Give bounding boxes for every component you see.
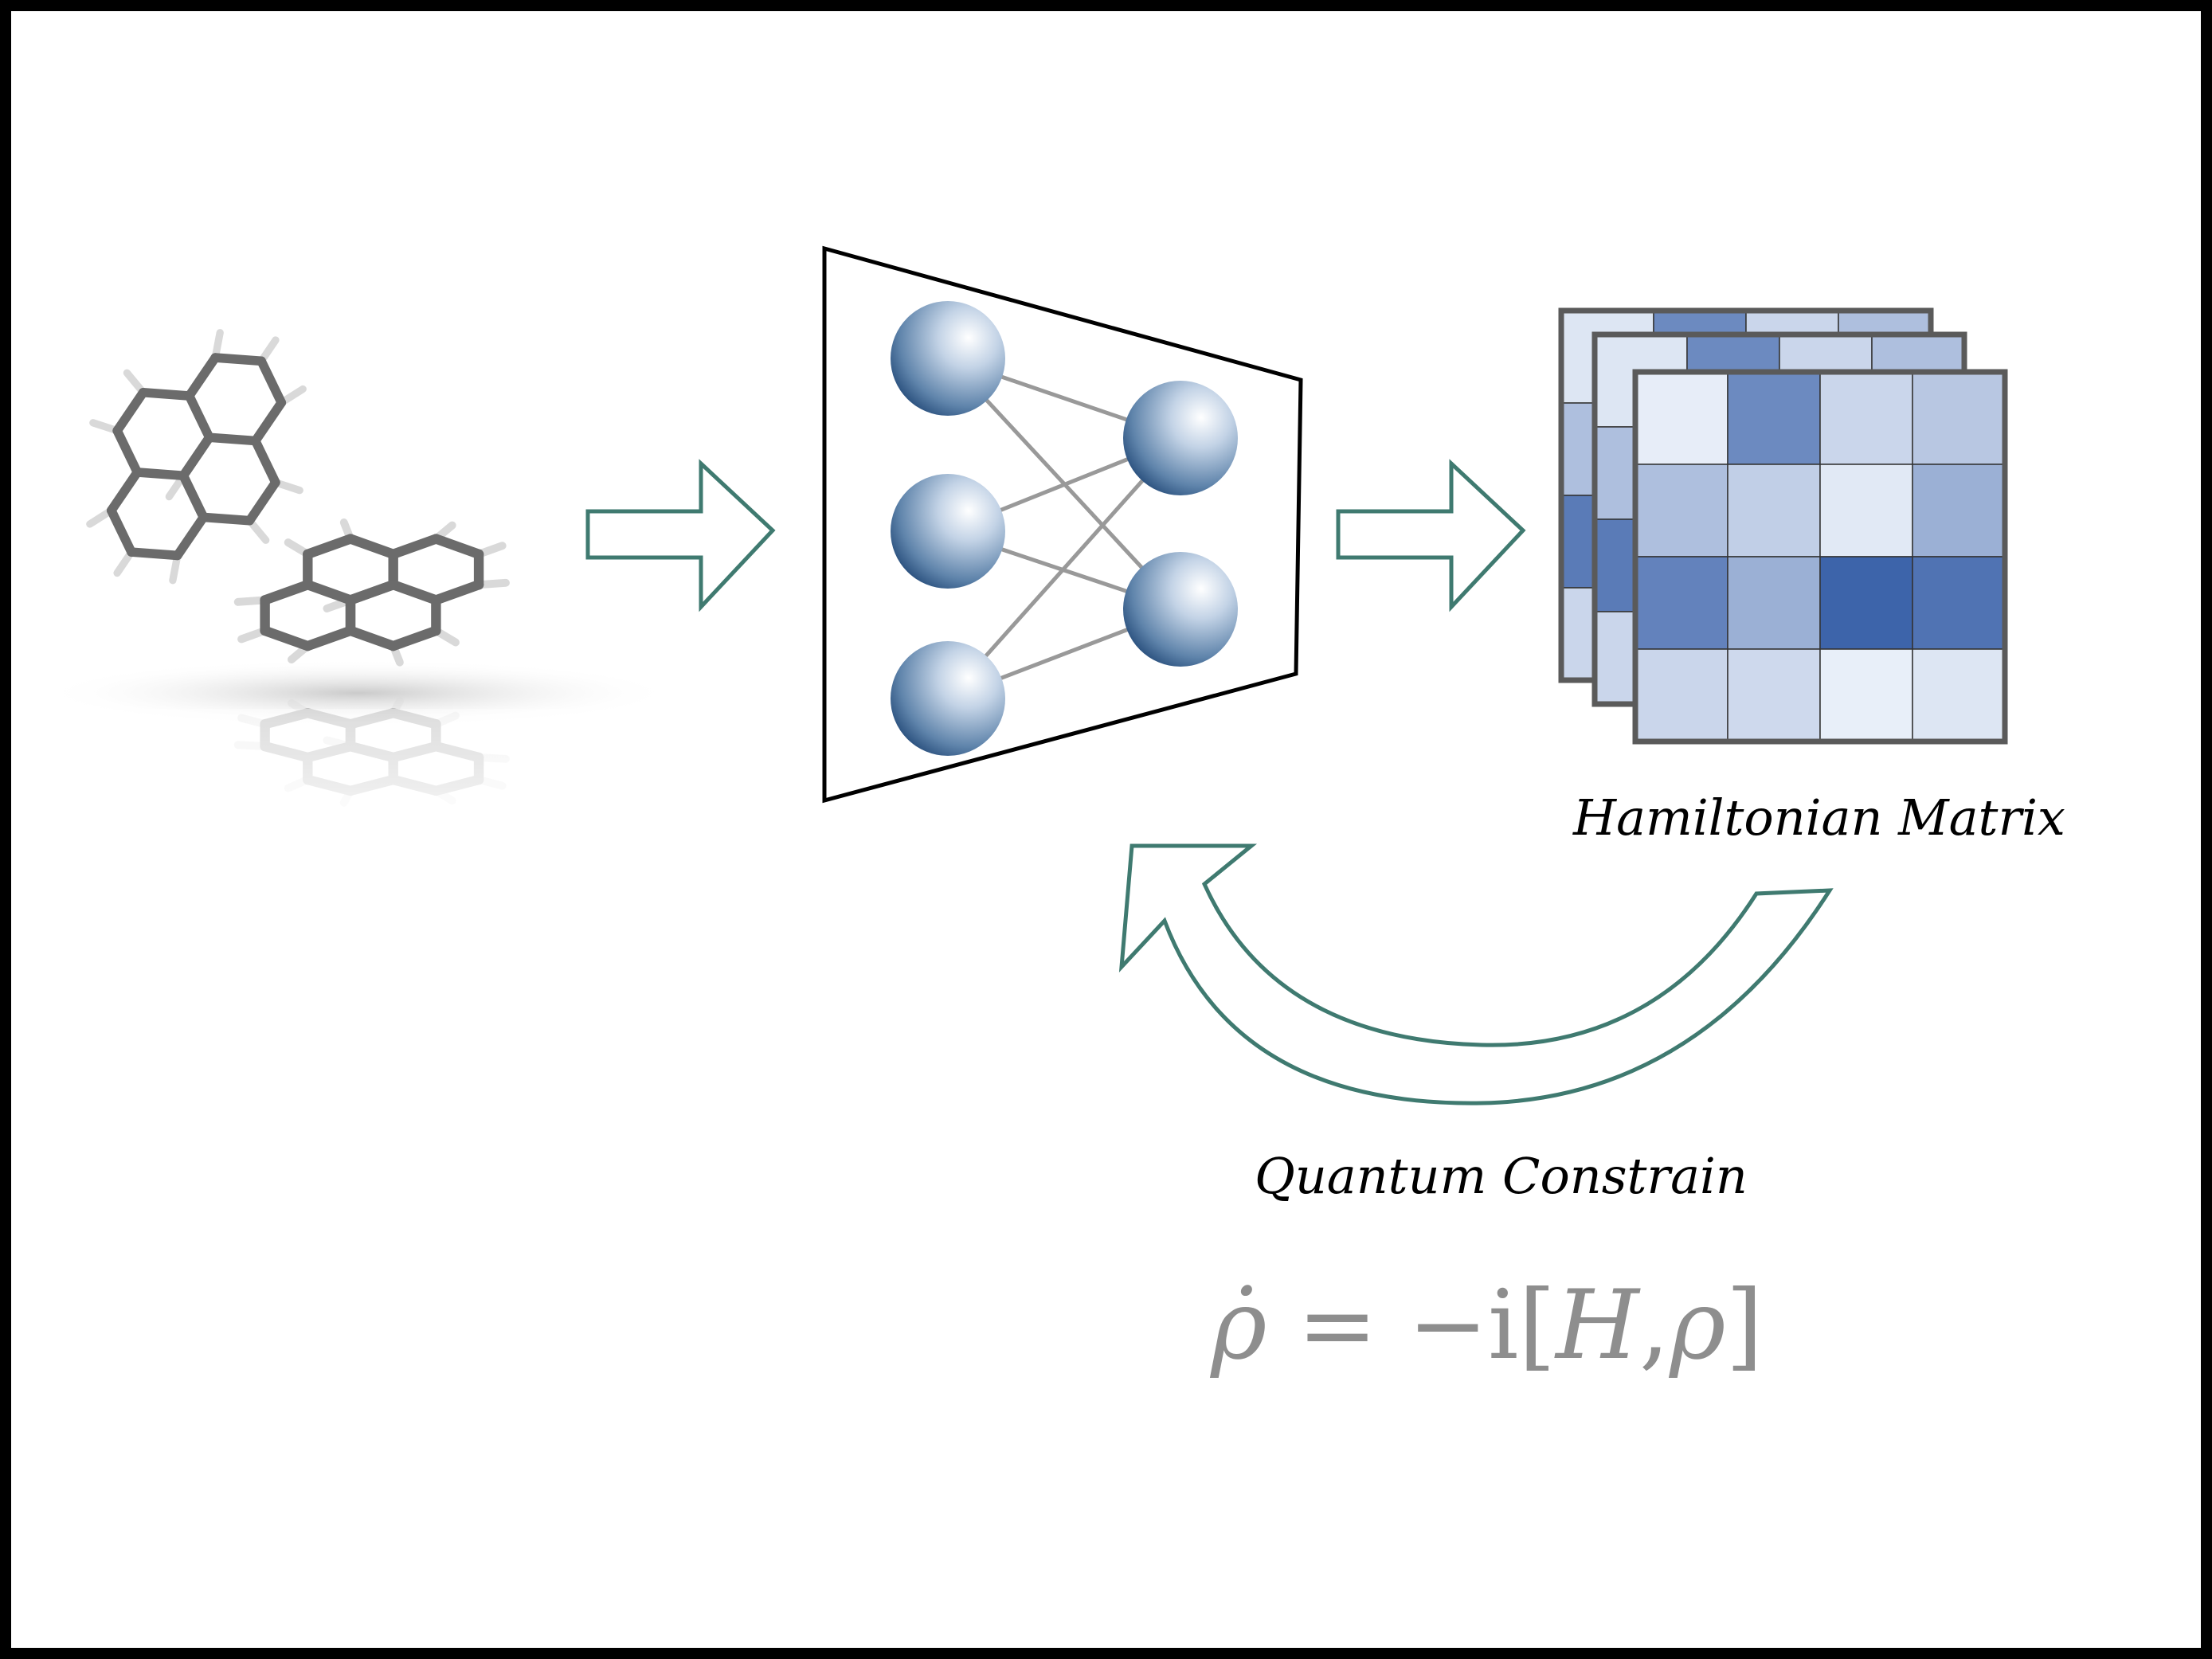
equals-symbol: =: [1297, 1270, 1378, 1381]
carbon-bond: [245, 477, 280, 526]
input-arrow-icon: [585, 459, 776, 612]
carbon-bond: [260, 625, 313, 651]
matrix-layer-front: [1632, 369, 2008, 745]
molecules-group: [40, 329, 677, 868]
output-neuron-icon: [1123, 552, 1238, 667]
imaginary-unit: i: [1487, 1270, 1519, 1381]
matrix-cell: [1635, 556, 1728, 650]
matrix-cell: [1819, 648, 1913, 742]
matrix-cell: [1727, 648, 1821, 742]
matrix-cell: [1727, 371, 1821, 465]
carbon-bond: [106, 506, 136, 557]
carbon-bond: [210, 353, 266, 366]
carbon-bond: [260, 580, 313, 605]
hamiltonian-matrix-stack: [1558, 307, 2008, 745]
input-neuron-icon: [891, 474, 1005, 589]
output-neuron-icon: [1123, 381, 1238, 495]
carbon-bond: [345, 534, 398, 559]
quantum-constraint-label: Quantum Constrain: [1255, 1147, 1748, 1205]
matrix-cell: [1727, 556, 1821, 650]
carbon-bond: [106, 468, 143, 515]
output-arrow-icon: [1336, 459, 1526, 612]
matrix-cell: [1912, 556, 2006, 650]
matrix-cell: [1635, 464, 1728, 558]
carbon-bond: [112, 387, 148, 436]
minus-symbol: −: [1407, 1270, 1488, 1381]
neural-network: [822, 245, 1303, 804]
rho-dot-symbol: ρ̇: [1211, 1270, 1267, 1381]
input-neuron-icon: [891, 641, 1005, 756]
rho-symbol: ρ: [1669, 1270, 1726, 1381]
matrix-cell: [1635, 648, 1728, 742]
carbon-bond: [388, 625, 441, 651]
feedback-curved-arrow-icon: [1118, 843, 1834, 1105]
network-nodes: [891, 301, 1238, 756]
carbon-bond: [132, 468, 189, 481]
molecule-1-icon: [86, 329, 307, 585]
matrix-cell: [1912, 371, 2006, 465]
molecule-2-icon: [233, 518, 510, 667]
matrix-cell: [1819, 556, 1913, 650]
carbon-bond: [184, 353, 221, 401]
carbon-bond: [250, 436, 280, 487]
reflection-fade: [96, 709, 589, 868]
carbon-bond: [303, 580, 356, 605]
comma-symbol: ,: [1638, 1270, 1670, 1381]
matrix-cell: [1819, 464, 1913, 558]
carbon-bond: [198, 512, 255, 526]
matrix-cell: [1635, 371, 1728, 465]
matrix-cell: [1912, 648, 2006, 742]
carbon-bond: [303, 534, 356, 559]
carbon-bond: [345, 625, 398, 651]
carbon-bond: [250, 397, 287, 446]
carbon-bond: [345, 580, 398, 605]
carbon-bond: [184, 391, 214, 443]
carbon-bond: [431, 580, 484, 605]
liouville-equation: ρ̇ = −i[H,ρ]: [1211, 1270, 1763, 1381]
carbon-bond: [205, 432, 260, 446]
carbon-bond: [127, 547, 182, 561]
network-edge: [946, 436, 1182, 700]
matrix-cell: [1727, 464, 1821, 558]
carbon-bond: [178, 432, 214, 481]
input-neuron-icon: [891, 301, 1005, 416]
matrix-cell: [1819, 371, 1913, 465]
carbon-bond: [388, 534, 441, 559]
carbon-bond: [256, 356, 287, 408]
carbon-bond: [138, 387, 194, 401]
carbon-bond: [173, 512, 209, 561]
matrix-cell: [1912, 464, 2006, 558]
carbon-bond: [112, 425, 143, 477]
carbon-bond: [303, 625, 356, 651]
open-bracket: [: [1518, 1270, 1556, 1381]
hamiltonian-matrix-label: Hamiltonian Matrix: [1573, 788, 2065, 847]
hamiltonian-symbol: H: [1556, 1270, 1639, 1381]
close-bracket: ]: [1725, 1270, 1764, 1381]
carbon-bond: [178, 471, 209, 522]
carbon-bond: [388, 580, 441, 605]
carbon-bond: [431, 534, 484, 559]
